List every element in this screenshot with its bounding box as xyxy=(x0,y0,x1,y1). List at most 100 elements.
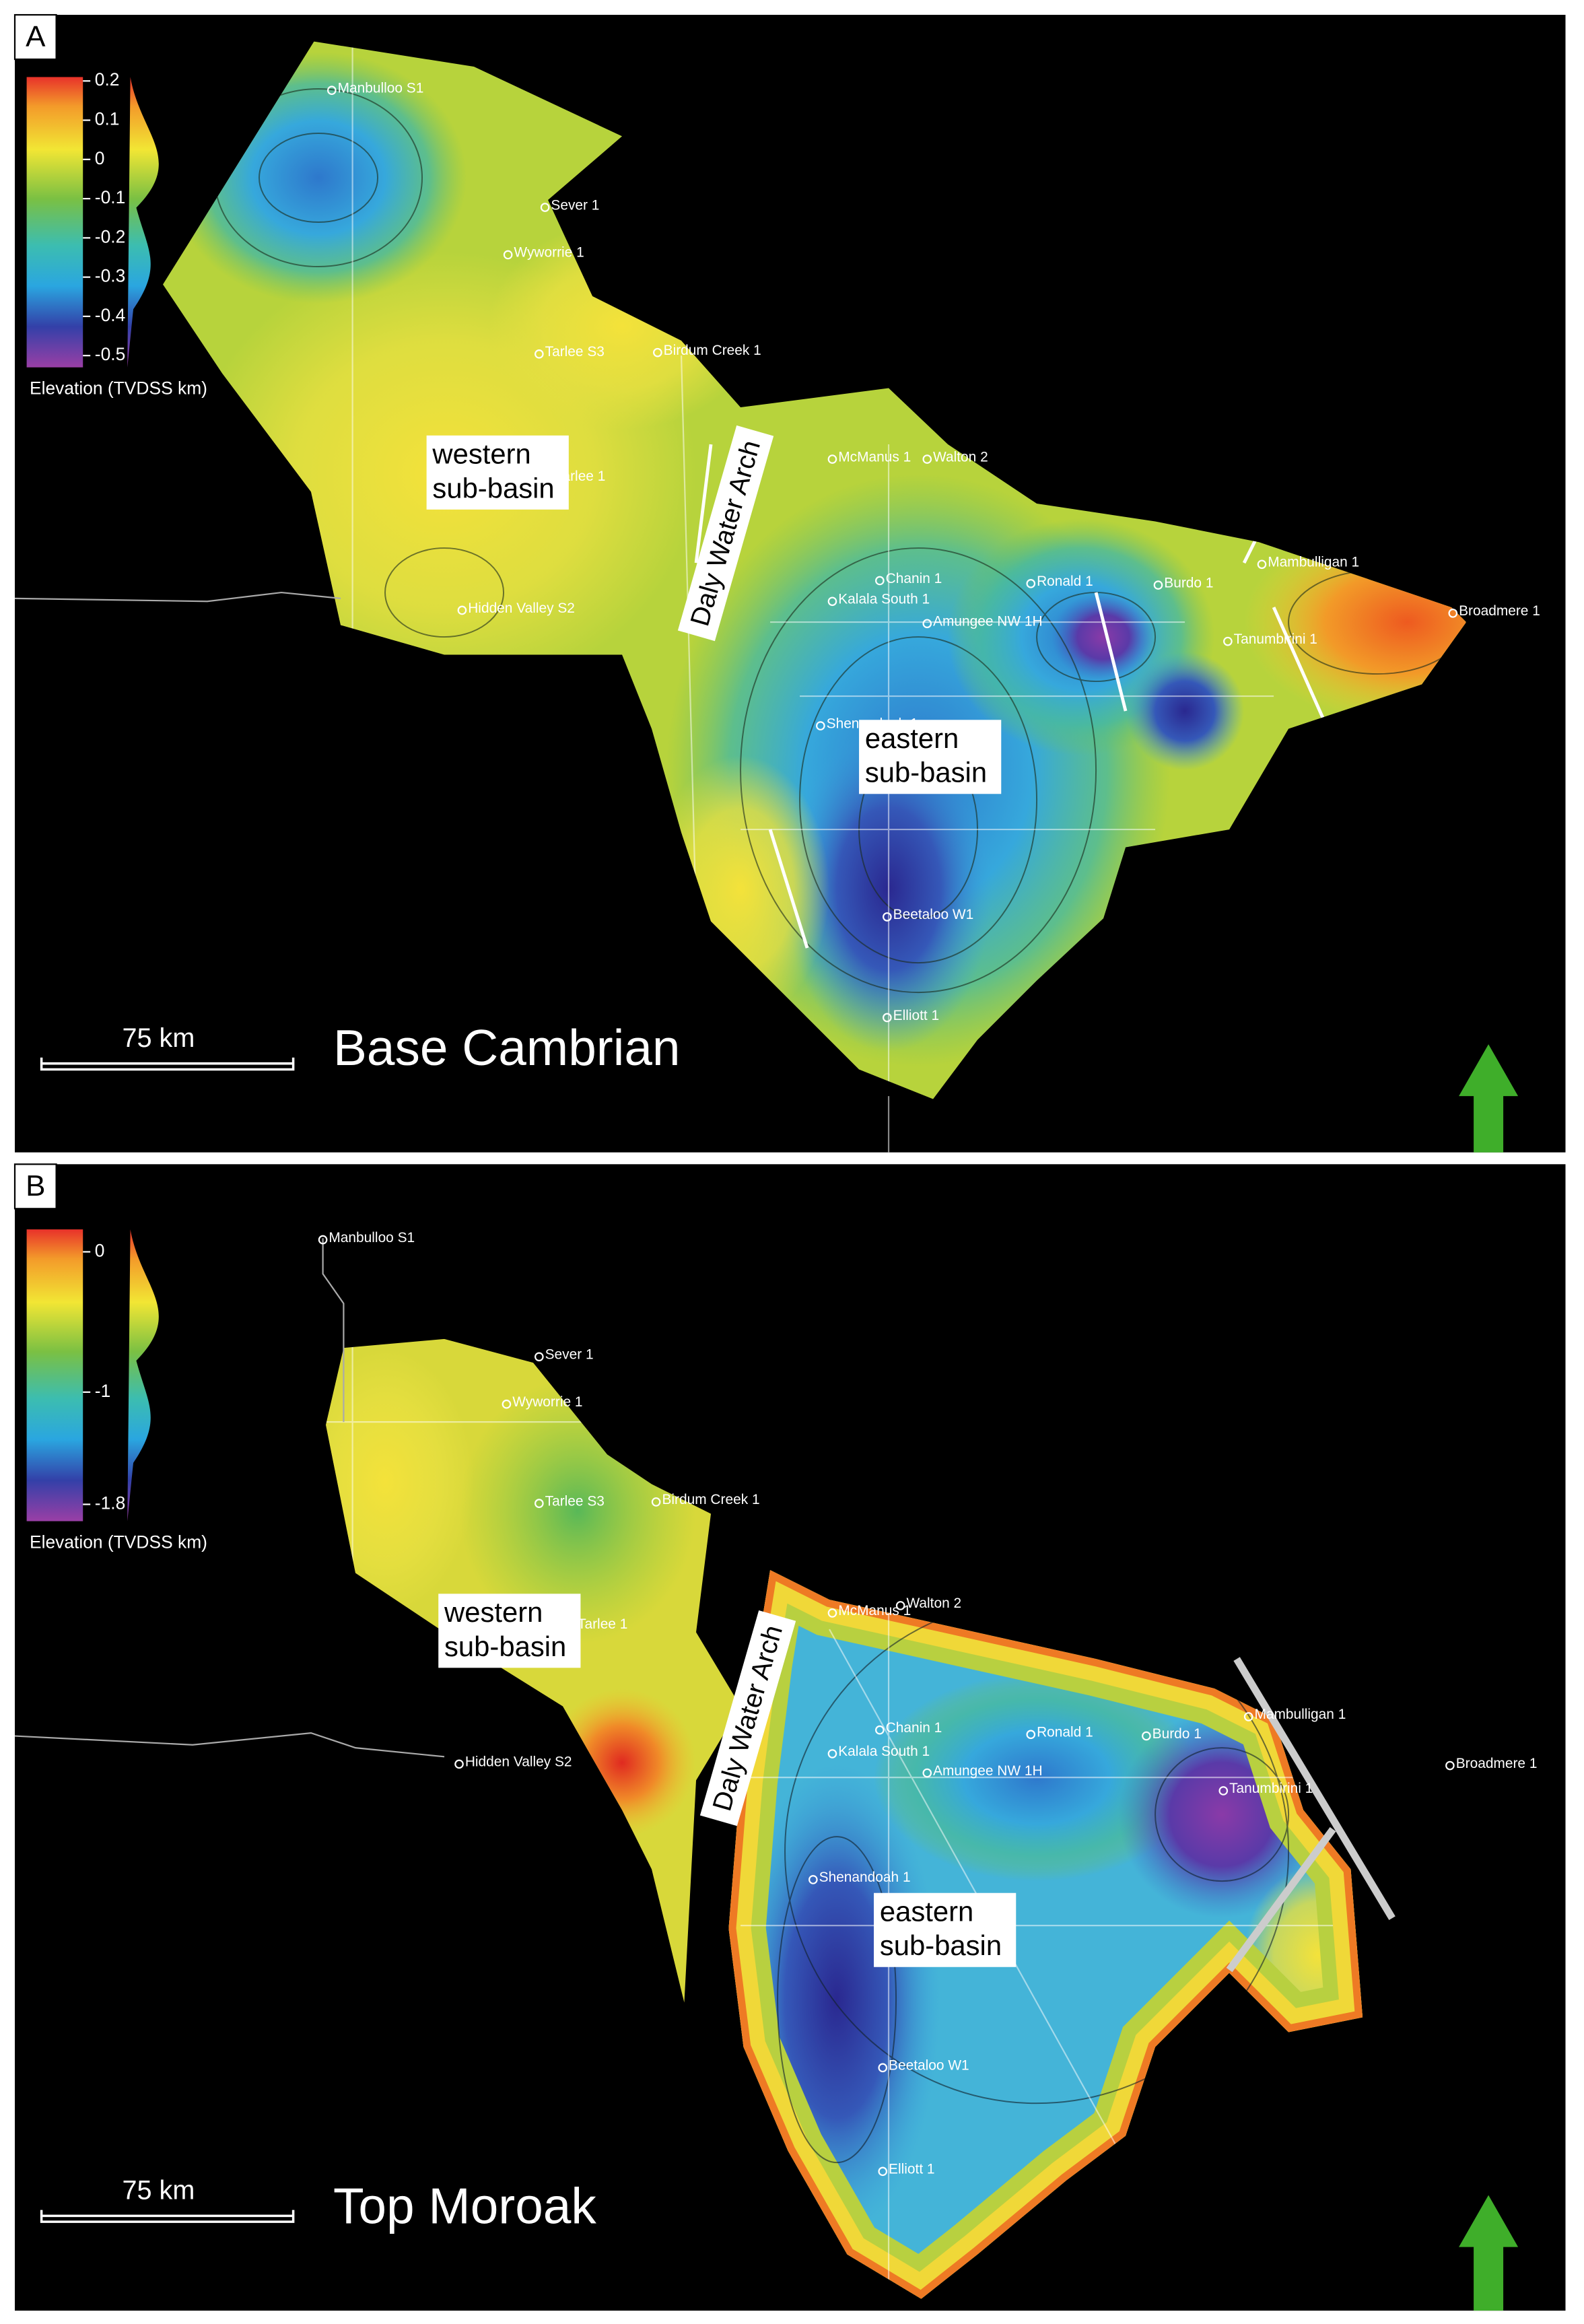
well-label: Birdum Creek 1 xyxy=(662,1492,759,1507)
panel-label: B xyxy=(26,1169,45,1202)
eastern-label: sub-basin xyxy=(865,757,987,788)
well-symbol xyxy=(502,1399,512,1409)
colorbar-tick-label: -1.8 xyxy=(95,1493,125,1513)
colorbar-histogram xyxy=(127,1229,159,1522)
well-symbol xyxy=(883,1013,892,1023)
north-arrow xyxy=(1459,1044,1519,1153)
well-symbol xyxy=(883,912,892,922)
well-symbol xyxy=(827,454,837,464)
well-label: Sever 1 xyxy=(545,1347,594,1363)
panel-title: Top Moroak xyxy=(333,2177,596,2234)
well-symbol xyxy=(653,347,662,357)
well-symbol xyxy=(1243,1712,1253,1721)
well-label: Birdum Creek 1 xyxy=(664,343,761,358)
eastern-label: sub-basin xyxy=(880,1929,1002,1961)
well-label: Kalala South 1 xyxy=(838,592,930,607)
well-label: McManus 1 xyxy=(838,1603,911,1618)
western-label: western xyxy=(432,438,530,470)
colorbar-tick-label: -0.4 xyxy=(95,305,125,325)
panel-title: Base Cambrian xyxy=(333,1019,681,1076)
eastern-label: eastern xyxy=(865,722,959,754)
colorbar-label: Elevation (TVDSS km) xyxy=(30,1532,207,1552)
well-symbol xyxy=(1445,1761,1455,1771)
north-arrow xyxy=(1459,2195,1519,2311)
well-label: Beetaloo W1 xyxy=(889,2058,969,2074)
well-symbol xyxy=(1257,559,1267,570)
well-symbol xyxy=(827,1608,837,1618)
well-symbol xyxy=(503,250,513,260)
colorbar xyxy=(26,1229,83,1522)
colorbar xyxy=(26,77,83,368)
panel-label: A xyxy=(26,20,46,53)
colorbar-tick-label: 0 xyxy=(95,148,105,168)
well-symbol xyxy=(651,1497,661,1507)
well-symbol xyxy=(827,596,837,607)
well-label: Tanumbirini 1 xyxy=(1229,1781,1313,1796)
scale-bar-label: 75 km xyxy=(122,1023,195,1053)
well-label: Hidden Valley S2 xyxy=(465,1754,572,1770)
well-label: Beetaloo W1 xyxy=(893,907,974,922)
arch-label-box xyxy=(699,1610,796,1826)
well-label: Mambulligan 1 xyxy=(1254,1707,1346,1722)
well-label: Amungee NW 1H xyxy=(933,614,1043,629)
well-symbol xyxy=(922,619,932,629)
colorbar-histogram xyxy=(127,77,159,368)
colorbar-tick-label: -0.3 xyxy=(95,266,125,286)
well-symbol xyxy=(540,203,550,212)
road xyxy=(14,591,341,603)
well-label: Manbulloo S1 xyxy=(338,81,424,96)
western-label: western xyxy=(444,1596,543,1628)
well-symbol xyxy=(875,1725,885,1735)
western-label-box xyxy=(426,435,569,510)
well-symbol xyxy=(1223,636,1233,646)
well-label: Elliott 1 xyxy=(893,1008,940,1023)
well-label: McManus 1 xyxy=(838,449,911,465)
well-symbol xyxy=(1448,609,1458,618)
well-label: Broadmere 1 xyxy=(1456,1756,1538,1771)
western-label: sub-basin xyxy=(444,1631,566,1662)
well-symbol xyxy=(878,2063,888,2073)
well-label: Sever 1 xyxy=(551,197,599,213)
well-label: Broadmere 1 xyxy=(1459,603,1540,619)
well-label: Ronald 1 xyxy=(1037,1725,1093,1740)
colorbar-tick-label: -0.1 xyxy=(95,187,125,207)
well-label: Tarlee S3 xyxy=(545,344,605,360)
well-label: Tarlee S3 xyxy=(545,1493,605,1509)
scale-bar-label: 75 km xyxy=(122,2176,195,2206)
well-symbol xyxy=(327,86,337,96)
well-label: Hidden Valley S2 xyxy=(468,601,575,616)
well-label: Kalala South 1 xyxy=(838,1744,930,1759)
well-symbol xyxy=(535,1352,544,1362)
scale-bar xyxy=(40,2210,295,2223)
well-label: Chanin 1 xyxy=(886,1720,942,1736)
well-symbol xyxy=(1142,1731,1151,1741)
well-label: Mambulligan 1 xyxy=(1268,555,1359,570)
well-label: Burdo 1 xyxy=(1152,1726,1202,1742)
well-symbol xyxy=(895,1601,905,1610)
well-symbol xyxy=(457,605,467,615)
well-symbol xyxy=(318,1235,328,1245)
panel-label-box xyxy=(13,1163,57,1210)
well-symbol xyxy=(808,1875,818,1884)
western-label: sub-basin xyxy=(432,472,554,504)
colorbar-label: Elevation (TVDSS km) xyxy=(30,378,207,399)
colorbar-tick-label: -0.5 xyxy=(95,344,125,364)
eastern-label-box xyxy=(874,1892,1017,1967)
well-label: Ronald 1 xyxy=(1037,574,1093,589)
well-symbol xyxy=(535,349,544,359)
well-label: Manbulloo S1 xyxy=(329,1230,415,1245)
well-symbol xyxy=(922,454,932,464)
colorbar-tick-label: -0.2 xyxy=(95,226,125,246)
well-symbol xyxy=(1026,579,1036,588)
colorbar-tick-label: -1 xyxy=(95,1381,110,1401)
well-symbol xyxy=(922,1768,932,1778)
well-label: Tanumbirini 1 xyxy=(1234,631,1317,647)
well-symbol xyxy=(816,721,825,730)
well-label: Burdo 1 xyxy=(1164,575,1213,590)
road xyxy=(14,1732,445,1758)
well-label: Amungee NW 1H xyxy=(933,1763,1043,1779)
road xyxy=(322,1238,345,1423)
well-label: Walton 2 xyxy=(933,449,988,465)
